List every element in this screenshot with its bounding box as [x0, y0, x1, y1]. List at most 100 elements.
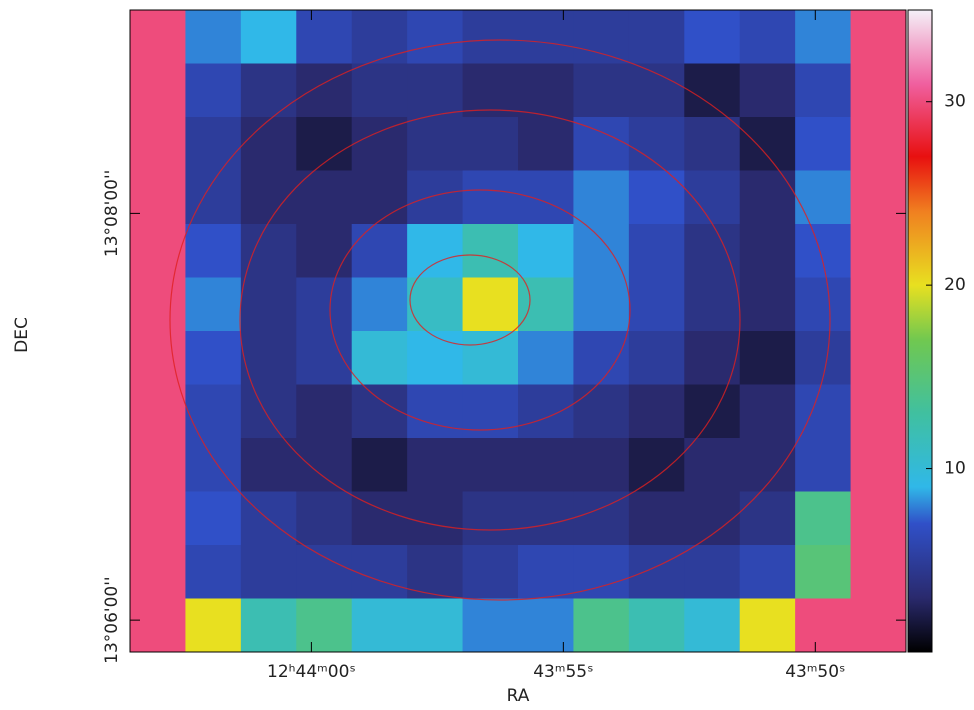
pixel [462, 598, 519, 653]
pixel [462, 63, 519, 118]
pixel [296, 491, 353, 546]
pixel [240, 384, 297, 439]
pixel [407, 491, 464, 546]
pixel [130, 277, 186, 332]
colorbar-tick-label: 30 [944, 92, 966, 112]
colorbar-tick-label: 10 [944, 459, 966, 479]
pixel [185, 384, 242, 439]
pixel [518, 63, 574, 118]
pixel [518, 384, 574, 439]
pixel [795, 545, 852, 599]
pixel [684, 63, 741, 118]
pixel [573, 384, 630, 439]
pixel [850, 277, 907, 332]
pixel [628, 277, 685, 332]
pixel [240, 438, 297, 492]
pixel [739, 170, 796, 225]
pixel [628, 491, 685, 546]
pixel [573, 10, 630, 64]
pixel [795, 491, 852, 546]
pixel [351, 598, 408, 653]
pixel [351, 384, 408, 439]
x-tick-label: 43ᵐ50ˢ [785, 662, 845, 682]
pixel [462, 384, 519, 439]
pixel [795, 224, 852, 278]
pixel [407, 598, 464, 653]
pixel [130, 491, 186, 546]
pixel [518, 117, 574, 171]
pixel [130, 63, 186, 118]
pixel [185, 63, 242, 118]
pixel [296, 63, 353, 118]
pixel [462, 170, 519, 225]
pixel [185, 491, 242, 546]
pixel [518, 170, 574, 225]
pixel [130, 545, 186, 599]
pixel [518, 224, 574, 278]
pixel [739, 224, 796, 278]
pixel [185, 331, 242, 385]
pixel [296, 277, 353, 332]
pixel [130, 331, 186, 385]
pixel [407, 545, 464, 599]
pixel [407, 10, 464, 64]
pixel [462, 545, 519, 599]
pixel [628, 117, 685, 171]
pixel [518, 491, 574, 546]
pixel [739, 117, 796, 171]
pixel [185, 545, 242, 599]
pixel [684, 384, 741, 439]
contours [169, 39, 831, 601]
pixel [795, 438, 852, 492]
pixel [296, 224, 353, 278]
pixel [462, 491, 519, 546]
pixel [407, 117, 464, 171]
pixel [351, 224, 408, 278]
plot-frame [129, 9, 907, 653]
pixel [296, 10, 353, 64]
x-tick-label: 43ᵐ55ˢ [533, 662, 593, 682]
pixel [462, 117, 519, 171]
pixel [351, 117, 408, 171]
pixel [850, 224, 907, 278]
pixel [240, 545, 297, 599]
pixel [628, 10, 685, 64]
pixel [351, 438, 408, 492]
pixel [462, 224, 519, 278]
pixel [240, 277, 297, 332]
pixel [573, 545, 630, 599]
pixel [518, 598, 574, 653]
x-tick-label: 12ʰ44ᵐ00ˢ [267, 662, 356, 682]
pixel [351, 545, 408, 599]
pixel [351, 170, 408, 225]
y-tick-label: 13°06'00'' [102, 576, 122, 663]
pixel [130, 384, 186, 439]
pixel [739, 331, 796, 385]
pixel [296, 598, 353, 653]
pixel [739, 384, 796, 439]
pixel [407, 170, 464, 225]
pixel [573, 438, 630, 492]
pixel [240, 224, 297, 278]
pixel [351, 63, 408, 118]
pixel [573, 331, 630, 385]
pixel [296, 170, 353, 225]
pixel [628, 224, 685, 278]
pixel [573, 170, 630, 225]
colorbar-tick-label: 20 [944, 275, 966, 295]
pixel [462, 438, 519, 492]
pixel [240, 170, 297, 225]
pixel [573, 117, 630, 171]
pixel [739, 491, 796, 546]
pixel [850, 438, 907, 492]
pixel [684, 10, 741, 64]
pixel [739, 63, 796, 118]
pixel [850, 491, 907, 546]
pixel [795, 10, 852, 64]
pixel [351, 331, 408, 385]
pixel [240, 598, 297, 653]
pixel [684, 117, 741, 171]
pixel [185, 10, 242, 64]
